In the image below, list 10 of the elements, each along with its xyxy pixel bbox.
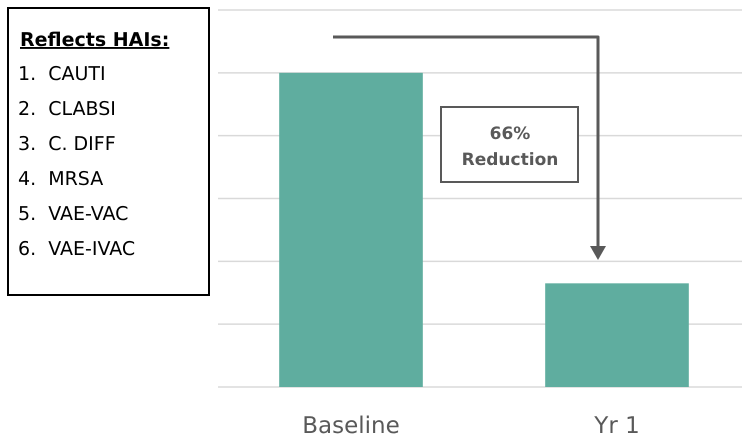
- x-tick-label: Yr 1: [593, 413, 640, 439]
- text: 5. VAE-VAC: [18, 203, 128, 225]
- text: 6. VAE-IVAC: [18, 238, 136, 260]
- text: Reflects HAIs:: [20, 29, 170, 51]
- text: 3. C. DIFF: [18, 133, 116, 155]
- text: 4. MRSA: [18, 168, 104, 190]
- text: 1. CAUTI: [18, 63, 106, 85]
- text: 2. CLABSI: [18, 98, 116, 120]
- x-tick-label: Baseline: [302, 413, 400, 439]
- annotation: 66% Reduction: [462, 124, 558, 170]
